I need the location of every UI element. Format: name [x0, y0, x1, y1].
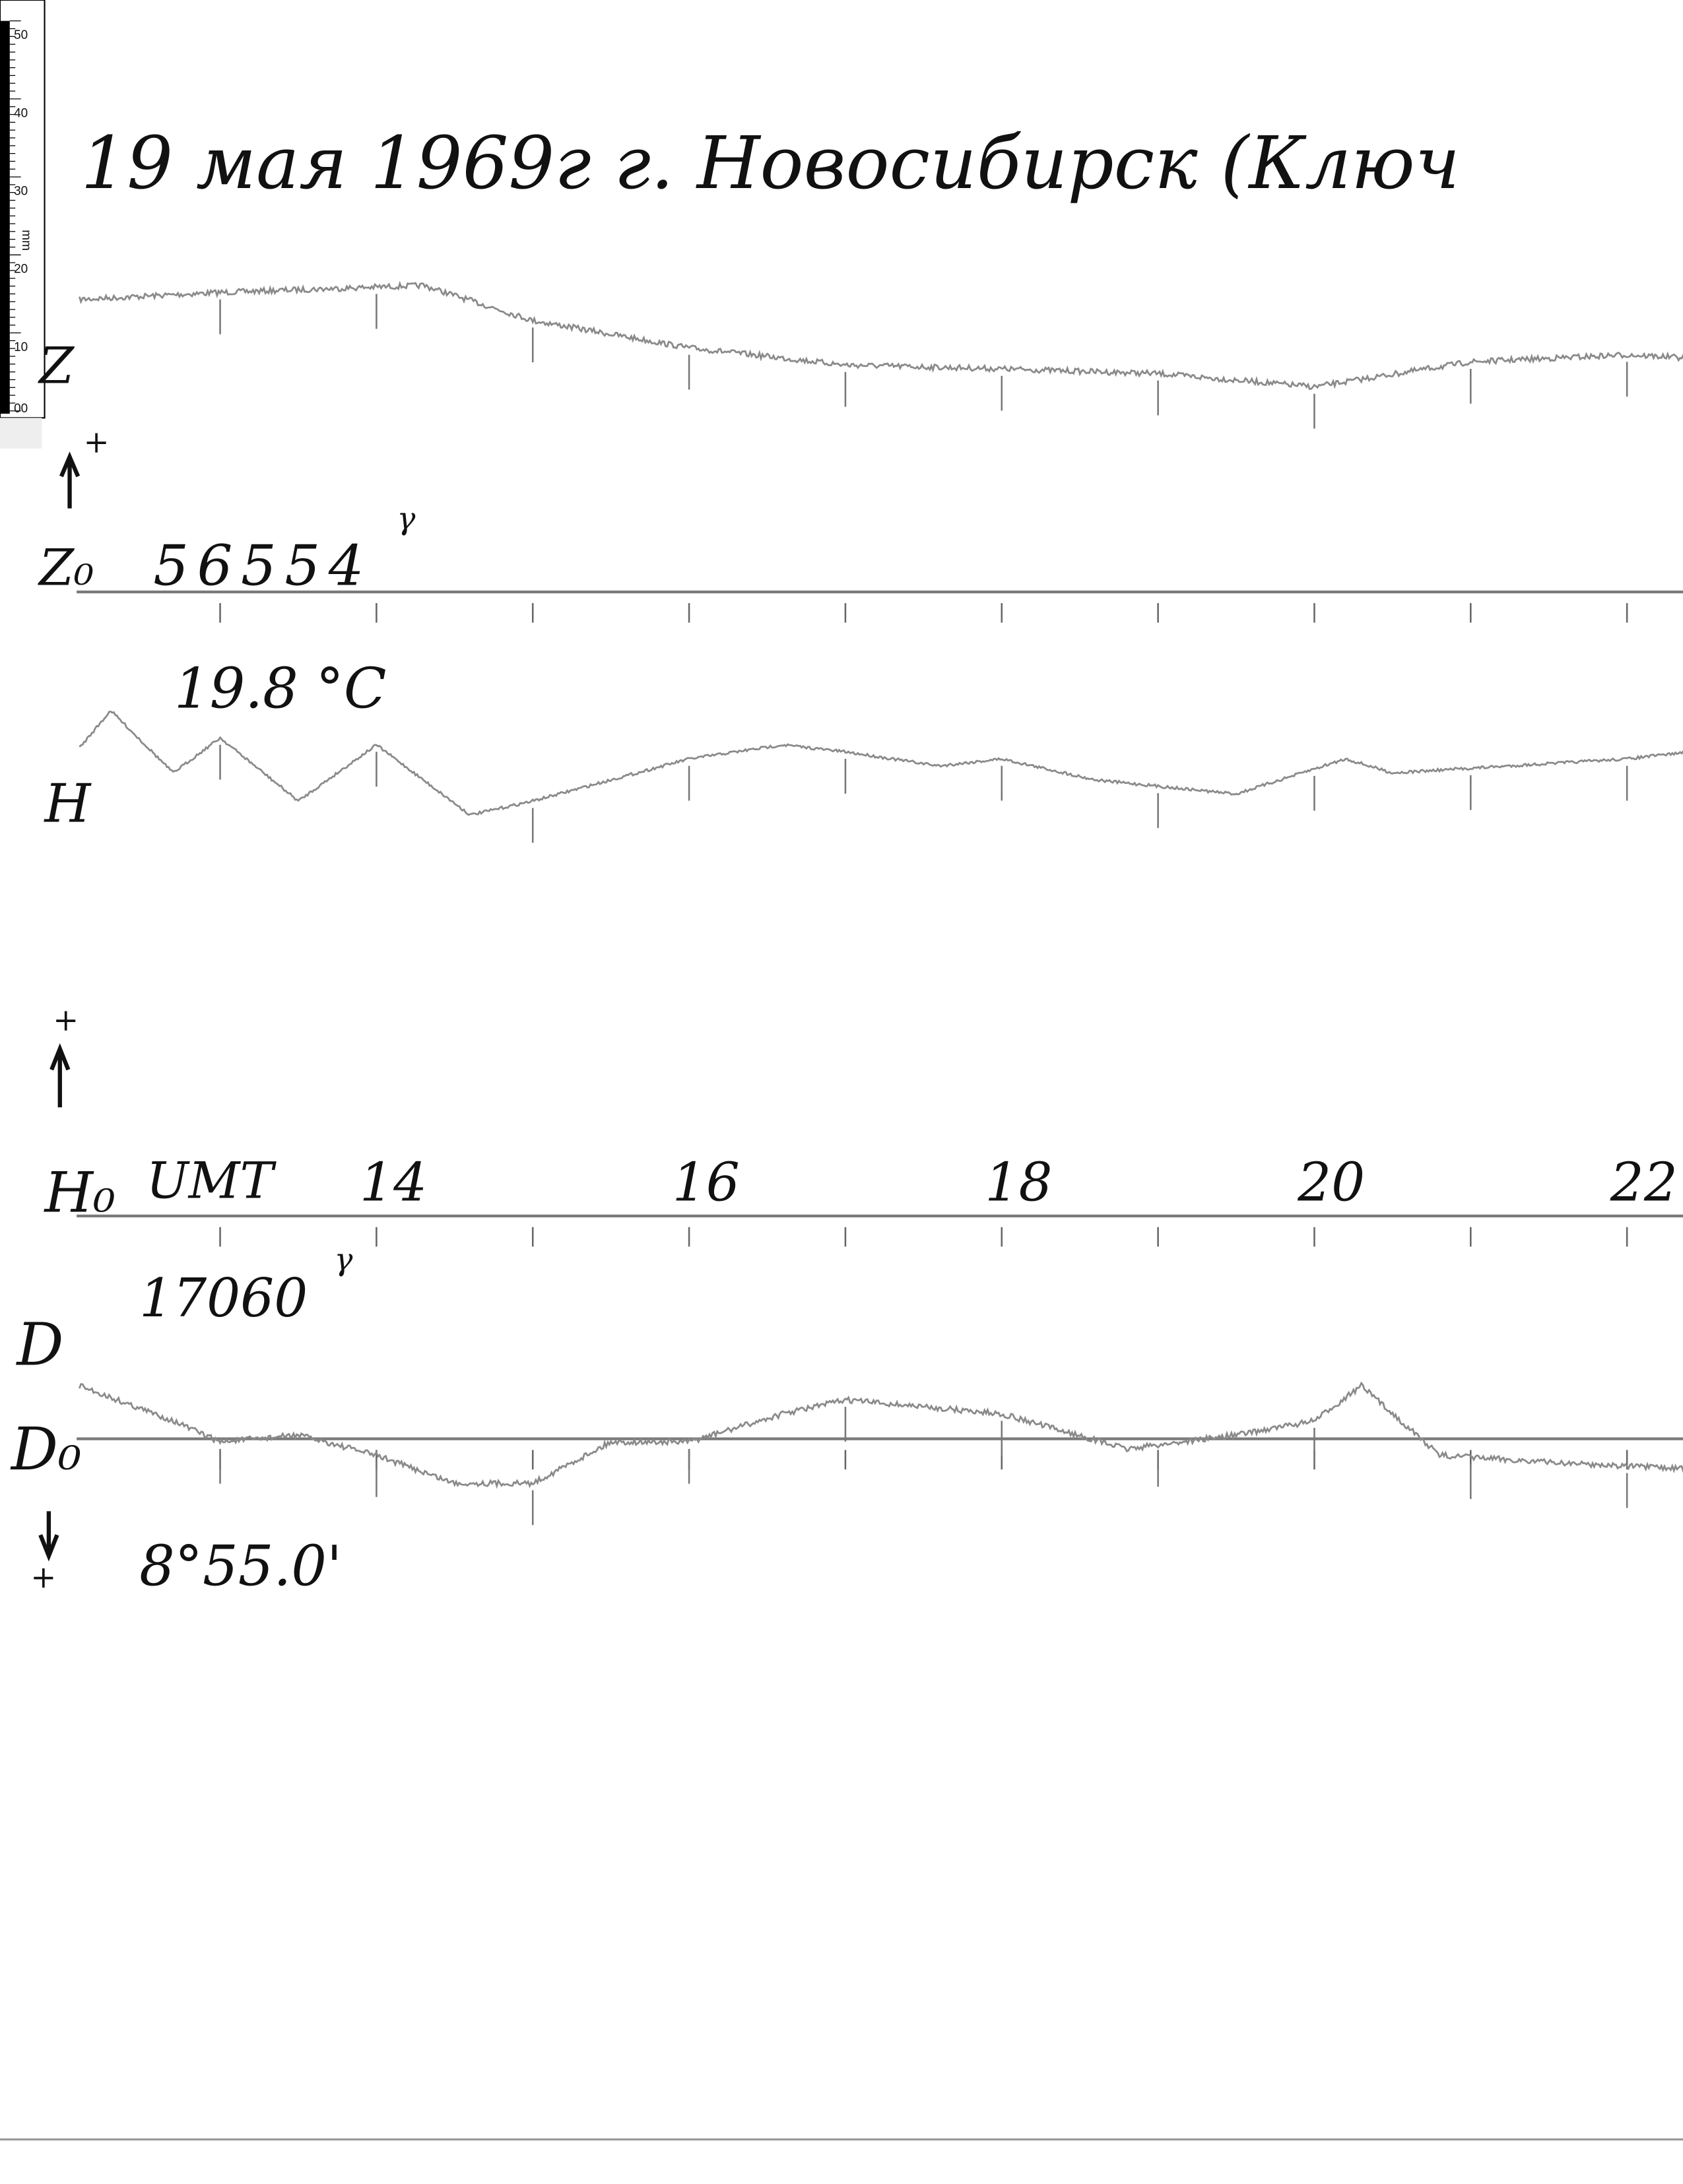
paper-edge: [0, 418, 42, 449]
z0-unit: γ: [397, 501, 416, 536]
z0-value: 56554: [153, 534, 372, 598]
z0-label: Z₀: [38, 538, 94, 597]
ruler-label-10: 10: [14, 340, 28, 354]
d0-label: D₀: [10, 1415, 82, 1483]
ruler-unit: mm: [19, 230, 33, 251]
d-plus-label: +: [30, 1560, 56, 1595]
chart-title: 19 мая 1969г г. Новосибирск (Ключ: [81, 121, 1460, 205]
h-plus-label: +: [53, 1002, 79, 1038]
ruler-label-50: 50: [14, 28, 28, 42]
ruler-label-20: 20: [14, 263, 28, 276]
h0-value: 17060: [139, 1268, 308, 1329]
x-tick-label: 16: [673, 1152, 740, 1213]
time-axis-label: UMT: [147, 1151, 277, 1209]
d-arrow-down-icon: [38, 1511, 59, 1562]
trace-d: [79, 1381, 1683, 1489]
trace-z: [79, 280, 1683, 391]
x-tick-label: 20: [1297, 1152, 1365, 1213]
trace-h: [79, 711, 1683, 816]
h-arrow-up-icon: [50, 1043, 71, 1108]
d0-value: 8°55.0': [139, 1533, 342, 1598]
z-label: Z: [38, 337, 75, 395]
ruler-label-00: 00: [14, 402, 28, 416]
x-tick-label: 22: [1610, 1152, 1678, 1213]
mm-ruler: 50 40 30 20 10 00 mm: [0, 0, 46, 419]
z-plus-label: +: [84, 424, 110, 460]
temperature-label: 19.8 °C: [174, 656, 387, 721]
d-label: D: [15, 1311, 63, 1379]
h-label: H: [44, 773, 92, 834]
z-arrow-up-icon: [59, 451, 81, 509]
ruler-label-30: 30: [14, 185, 28, 199]
h0-label: H₀: [44, 1161, 116, 1225]
x-tick-label: 14: [360, 1152, 427, 1213]
x-tick-label: 18: [985, 1152, 1052, 1213]
ruler-label-40: 40: [14, 106, 28, 120]
h0-unit: γ: [335, 1242, 353, 1277]
